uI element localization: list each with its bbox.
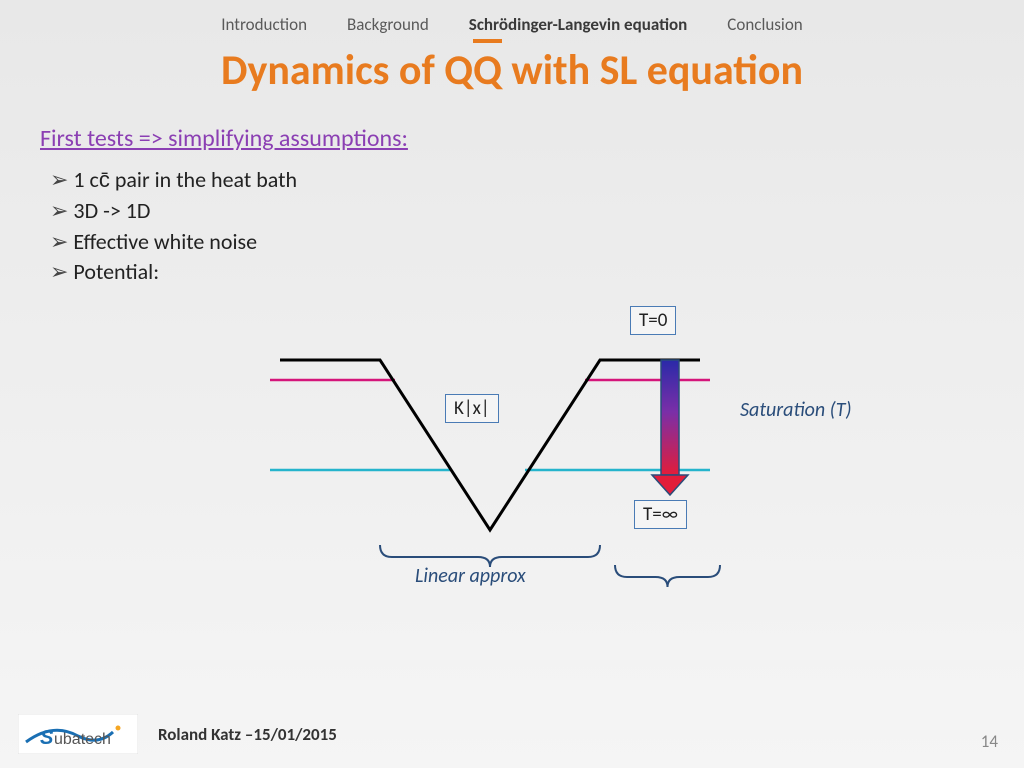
label-linear-approx: Linear approx bbox=[415, 564, 526, 588]
potential-diagram: K|x| T=0 T=∞ Saturation (T) Linear appro… bbox=[200, 320, 900, 640]
bullet-item: 1 cc̄ pair in the heat bath bbox=[50, 165, 1024, 196]
page-number: 14 bbox=[981, 731, 998, 752]
label-kx: K|x| bbox=[445, 394, 499, 423]
svg-text:ubatech: ubatech bbox=[54, 731, 111, 748]
subatech-logo: S ubatech bbox=[18, 714, 138, 754]
bullet-list: 1 cc̄ pair in the heat bath 3D -> 1D Eff… bbox=[50, 165, 1024, 288]
svg-text:S: S bbox=[40, 727, 54, 749]
diagram-svg bbox=[200, 320, 900, 640]
footer: S ubatech Roland Katz –15/01/2015 bbox=[18, 714, 337, 754]
label-tinf: T=∞ bbox=[634, 500, 687, 529]
title-overline: Q bbox=[473, 45, 502, 96]
page-title: Dynamics of QQ with SL equation bbox=[0, 45, 1024, 96]
nav-item-active: Schrödinger-Langevin equation bbox=[469, 14, 688, 35]
label-t0: T=0 bbox=[630, 306, 676, 335]
nav-tabs: Introduction Background Schrödinger-Lang… bbox=[0, 0, 1024, 35]
title-part: Dynamics of Q bbox=[221, 45, 473, 96]
nav-item: Introduction bbox=[221, 14, 307, 35]
nav-item: Conclusion bbox=[727, 14, 802, 35]
bullet-item: 3D -> 1D bbox=[50, 196, 1024, 227]
title-part: with SL equation bbox=[502, 45, 803, 96]
bullet-item: Potential: bbox=[50, 257, 1024, 288]
label-saturation: Saturation (T) bbox=[740, 398, 852, 422]
footer-author: Roland Katz –15/01/2015 bbox=[158, 724, 337, 745]
bullet-item: Effective white noise bbox=[50, 227, 1024, 258]
subheading: First tests => simplifying assumptions: bbox=[40, 124, 1024, 153]
nav-item: Background bbox=[347, 14, 429, 35]
